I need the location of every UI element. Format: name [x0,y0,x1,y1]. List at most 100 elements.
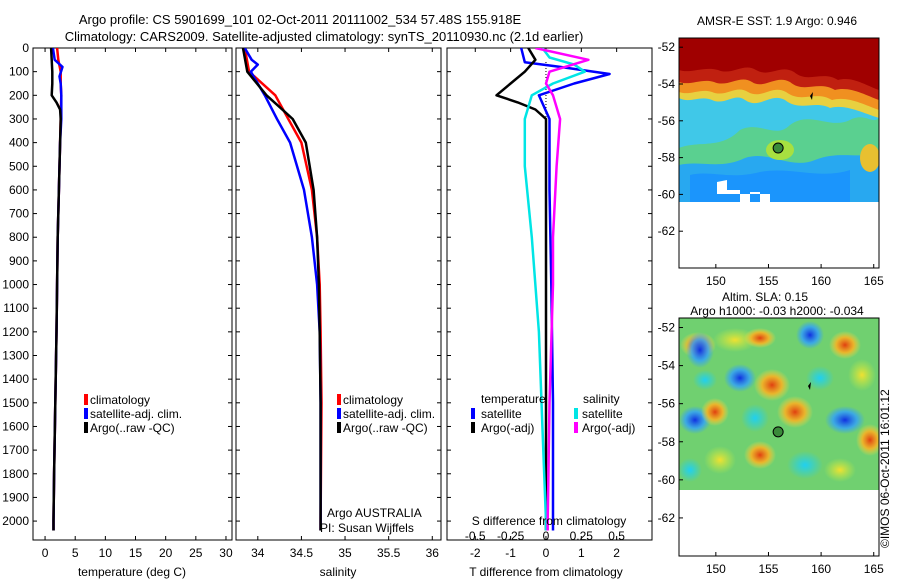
difference-series-group [495,48,611,531]
y-tick-label: 700 [9,207,29,221]
map-y-tick-label: -52 [658,40,676,54]
difference-legend: temperature salinity satellite Argo(-adj… [471,392,635,528]
series-line-climatology [243,48,323,531]
sst-heatmap-field [679,38,879,268]
x-tick-label: 34.5 [290,546,314,560]
x-tick-label: -2 [470,546,481,560]
x-tick-label: 30 [219,546,233,560]
legend-swatch-climatology [84,394,88,405]
legend-swatch-temp-argo [471,422,475,433]
map-y-tick-label: -54 [658,77,676,91]
legend-label-temp-argo: Argo(-adj) [481,421,534,435]
y-tick-label: 200 [9,88,29,102]
y-tick-label: 1000 [2,278,29,292]
figure-title: Argo profile: CS 5901699_101 02-Oct-2011… [79,12,522,27]
x-tick-label: 20 [159,546,173,560]
map-y-tick-label: -52 [658,321,676,335]
difference-top-axis-label: S difference from climatology [472,514,627,528]
map-x-tick-label: 160 [811,274,831,288]
x-tick-label: 2 [613,546,620,560]
x-tick-label: 36 [426,546,440,560]
pi-name-label: PI: Susan Wijffels [320,521,414,535]
map-x-tick-label: 160 [811,562,831,576]
x-tick-label: 0 [42,546,49,560]
map-y-tick-label: -56 [658,114,676,128]
legend-label-climatology: climatology [343,393,403,407]
x-tick-label: 15 [129,546,143,560]
x-tick-label: 34 [251,546,265,560]
y-tick-label: 400 [9,136,29,150]
profile-location-marker [772,426,784,438]
y-tick-label: 1700 [2,443,29,457]
legend-swatch-temp-satellite [471,408,475,419]
map-y-tick-label: -62 [658,511,676,525]
figure-subtitle: Climatology: CARS2009. Satellite-adjuste… [65,29,584,44]
temperature-series-group [49,48,64,531]
x-tick-label: 1 [578,546,585,560]
y-tick-label: 1100 [3,301,29,315]
axes-layer: 0 5 10 15 20 25 300100200300400500600700800900… [2,41,652,560]
map-x-tick-label: 155 [758,562,778,576]
legend-label-sal-satellite: satellite [582,407,623,421]
legend-label-satellite: satellite-adj. clim. [90,407,182,421]
series-line-argo-adj [495,48,548,531]
sla-map-axes: 150 155 160 165 -52 -54 -56 -58 -60 -62 [658,321,884,576]
y-tick-label: 800 [9,230,29,244]
legend-label-satellite: satellite-adj. clim. [343,407,435,421]
map-y-tick-label: -54 [658,359,676,373]
y-tick-label: 1200 [2,325,29,339]
legend-label-argo: Argo(..raw -QC) [343,421,428,435]
map-x-tick-label: 165 [864,562,884,576]
y-tick-label: 300 [9,112,29,126]
sla-map-title: Altim. SLA: 0.15 [722,290,808,304]
series-line-satellite [523,48,587,531]
sla-map: Altim. SLA: 0.15 Argo h1000: -0.03 h2000… [658,290,884,576]
sla-map-frame [678,317,880,557]
legend-group-salinity: salinity [583,392,620,406]
map-y-tick-label: -60 [658,187,676,201]
map-x-tick-label: 150 [706,274,726,288]
profile-lines-layer [49,48,611,531]
legend-label-argo: Argo(..raw -QC) [90,421,175,435]
series-line-argo-raw-qc [241,48,322,531]
x-tick-label: 35 [338,546,352,560]
legend-swatch-satellite [337,408,341,419]
salinity-series-group [241,48,323,531]
x-tick-label: 25 [189,546,203,560]
map-y-tick-label: -60 [658,473,676,487]
y-tick-label: 2000 [2,514,29,528]
y-tick-label: 0 [22,41,29,55]
legend-swatch-argo [84,422,88,433]
series-line-argo-adj [535,48,590,531]
y-tick-label: 600 [9,183,29,197]
x-tick-label: 10 [99,546,113,560]
y-tick-label: 1400 [2,372,29,386]
sst-map-title: AMSR-E SST: 1.9 Argo: 0.946 [697,14,857,28]
difference-panel-frame [446,47,653,541]
y-tick-label: 500 [9,159,29,173]
legend-swatch-sal-argo [574,422,578,433]
difference-xlabel: T difference from climatology [469,565,623,579]
y-tick-label: 1300 [2,349,29,363]
map-y-tick-label: -58 [658,435,676,449]
top-x-tick-label: 0 [543,529,550,543]
top-x-tick-label: -0.25 [497,529,525,543]
x-tick-label: 5 [72,546,79,560]
y-tick-label: 1600 [2,419,29,433]
argo-program-label: Argo AUSTRALIA [327,506,422,520]
x-tick-label: 35.5 [377,546,401,560]
x-tick-label: 0 [543,546,550,560]
legend-swatch-sal-satellite [574,408,578,419]
map-y-tick-label: -58 [658,151,676,165]
legend-swatch-satellite [84,408,88,419]
temperature-legend: climatology satellite-adj. clim. Argo(..… [84,393,182,435]
legend-label-sal-argo: Argo(-adj) [582,421,635,435]
y-tick-label: 900 [9,254,29,268]
map-y-tick-label: -62 [658,224,676,238]
legend-label-climatology: climatology [90,393,150,407]
legend-group-temperature: temperature [481,392,546,406]
map-x-tick-label: 150 [706,562,726,576]
sla-map-subtitle: Argo h1000: -0.03 h2000: -0.034 [690,304,864,318]
legend-label-temp-satellite: satellite [481,407,522,421]
top-x-tick-label: 0.5 [608,529,625,543]
